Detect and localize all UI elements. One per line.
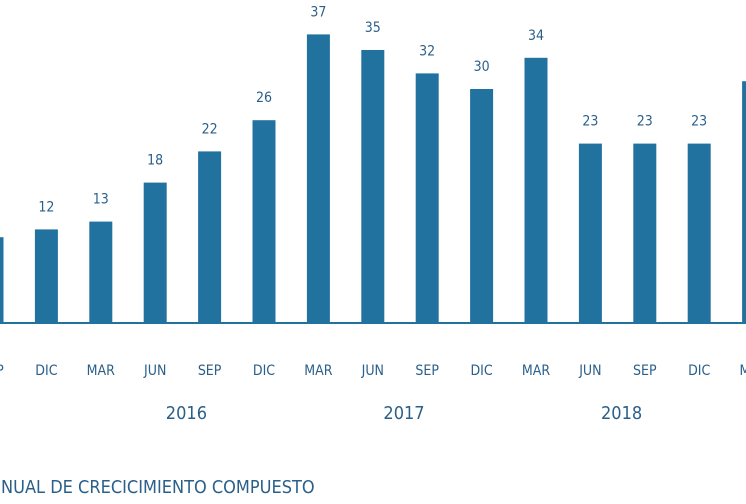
value-label: 35 [365,20,381,36]
value-label: 34 [528,28,544,44]
x-tick-label: SEP [633,363,657,379]
bar [198,151,222,323]
value-label: 26 [256,90,272,106]
value-label: 12 [38,199,54,215]
x-tick-label: MAR [87,363,115,379]
x-tick-label: JUN [143,363,166,379]
x-tick-label: SEP [198,363,222,379]
bar [361,50,385,323]
x-tick-label: SEP [415,363,439,379]
x-tick-label: JUN [361,363,384,379]
bar [415,73,439,324]
x-tick-label: DIC [253,363,275,379]
value-label: 30 [474,59,490,75]
value-label: 18 [147,153,163,169]
year-label: 2018 [601,403,642,424]
bar [633,143,657,323]
value-label: 23 [691,114,707,130]
value-label: 37 [310,4,326,20]
bar [306,34,330,324]
x-tick-label: DIC [35,363,57,379]
bar [252,120,276,323]
value-label: 32 [419,43,435,59]
year-label: 2017 [383,403,424,424]
bar [687,143,711,323]
bar [0,237,4,323]
bar [524,57,548,324]
bar [578,143,602,323]
bar [34,229,58,323]
x-tick-label: DIC [688,363,710,379]
value-label: 13 [93,192,109,208]
x-tick-label: SEP [0,363,4,379]
bar [742,81,746,323]
x-tick-label: DIC [470,363,492,379]
bar [89,221,113,323]
year-label: 2016 [166,403,207,424]
bar [470,89,494,323]
bar [143,182,167,323]
value-label: 23 [582,114,598,130]
x-tick-label: JUN [578,363,601,379]
footnote: NUAL DE CRECICIMIENTO COMPUESTO [1,477,315,498]
value-label: 23 [637,114,653,130]
value-label: 22 [202,121,218,137]
x-tick-label: MAR [304,363,332,379]
x-tick-label: MAR [522,363,550,379]
x-tick-label: MAR [739,363,746,379]
